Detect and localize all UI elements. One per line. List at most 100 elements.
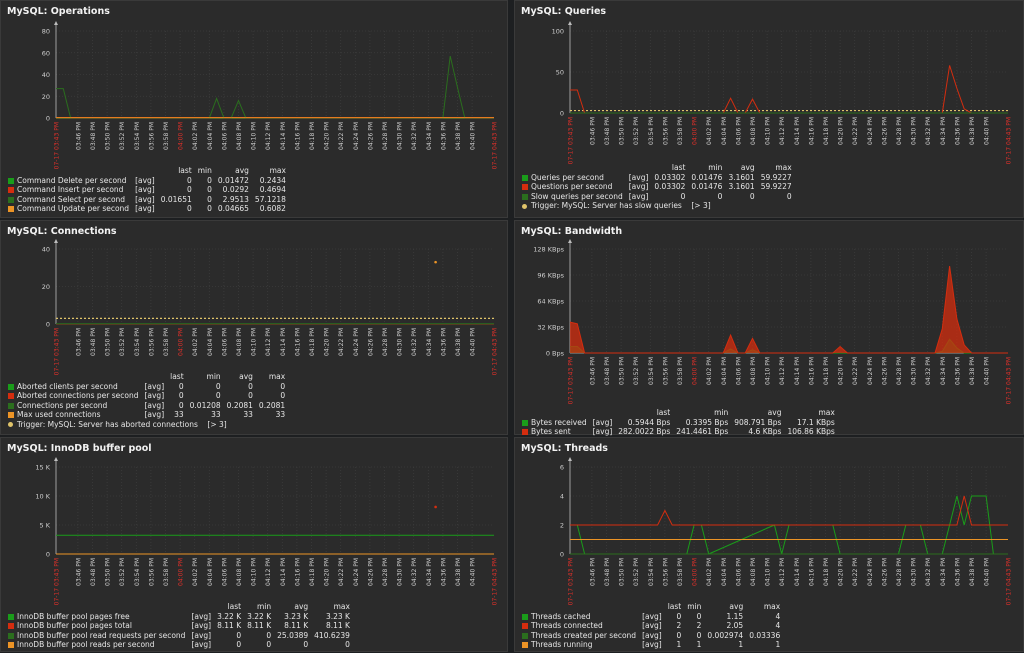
legend-swatch — [522, 623, 528, 629]
legend-trigger: Trigger: MySQL: Server has slow queries … — [519, 201, 795, 211]
series-line — [56, 55, 494, 119]
legend-series-name: Command Insert per second — [5, 185, 132, 195]
legend-value: 33 — [243, 410, 253, 419]
legend-swatch — [522, 642, 528, 648]
legend-series-name: Bytes received — [519, 418, 590, 428]
legend-swatch — [8, 196, 14, 203]
legend-func: [avg] — [592, 417, 613, 427]
legend-swatch — [8, 402, 14, 409]
y-tick-label: 0 — [46, 551, 50, 559]
legend-func: [avg] — [191, 611, 212, 621]
legend-header: min — [708, 163, 723, 172]
x-tick-label: 04:20 PM — [324, 328, 331, 356]
legend-value: 0.01651 — [160, 194, 192, 204]
x-tick-label: 04:32 PM — [411, 558, 418, 586]
x-tick-label: 04:04 PM — [721, 117, 728, 145]
legend-series-name: Max used connections — [5, 410, 141, 420]
legend-header-spacer — [188, 602, 214, 612]
legend-trigger-row: Trigger: MySQL: Server has slow queries … — [519, 201, 795, 211]
x-tick-label: 04:34 PM — [426, 328, 433, 356]
x-tick-label: 04:10 PM — [251, 558, 258, 586]
legend-func: [avg] — [642, 611, 662, 621]
legend-series-name: Connections per second — [5, 401, 141, 411]
legend-header: avg — [740, 163, 755, 172]
x-tick-label: 04:40 PM — [984, 117, 991, 145]
legend-value: 0.03302 — [654, 182, 686, 191]
legend-row: Command Update per second [avg] 0 0 0.04665 0… — [5, 204, 289, 214]
legend-header-spacer — [141, 372, 167, 382]
y-tick-label: 0 Bps — [546, 350, 565, 358]
x-tick-label: 03:54 PM — [134, 328, 141, 356]
x-tick-label: 04:06 PM — [735, 357, 742, 385]
legend-series-name: Threads running — [519, 640, 639, 650]
legend-swatch — [8, 632, 14, 639]
legend-series-name: Command Update per second — [5, 204, 132, 214]
legend-value: 0 — [207, 175, 212, 185]
legend-value: 8.11 K — [217, 621, 242, 630]
legend-value: 8.11 K — [247, 621, 272, 630]
y-tick-label: 2 — [560, 522, 564, 530]
legend-value: 0 — [248, 391, 253, 400]
legend-swatch — [8, 383, 14, 390]
legend-value: 908.791 Bps — [734, 417, 782, 427]
x-tick-label: 04:24 PM — [353, 328, 360, 356]
legend-series-name: Command Select per second — [5, 195, 132, 205]
x-tick-label: 04:10 PM — [765, 357, 772, 385]
y-tick-label: 128 KBps — [533, 246, 564, 254]
legend-value: 0 — [248, 381, 253, 391]
x-tick-label: 04:08 PM — [750, 558, 757, 586]
legend-row: Bytes sent [avg] 282.0022 Bps 241.4461 Bps 4… — [519, 427, 838, 437]
legend-func: [avg] — [592, 427, 613, 436]
panel-queries: MySQL: Queries 0 50 100 03:46 PM 03:48 PM 03:5… — [514, 0, 1024, 218]
legend-func: [avg] — [642, 621, 662, 630]
legend-value: 0 — [345, 640, 350, 649]
x-tick-label: 03:54 PM — [134, 558, 141, 586]
x-tick-label: 04:28 PM — [896, 558, 903, 586]
x-tick-label: 04:02 PM — [706, 357, 713, 385]
series-line — [570, 495, 1008, 526]
legend-value: 1 — [696, 640, 702, 649]
legend-swatch — [522, 429, 528, 435]
legend-value: 0 — [186, 185, 192, 194]
legend-header-spacer — [5, 372, 141, 382]
x-tick-label: 04:00 PM — [178, 558, 185, 586]
legend-value: 25.0389 — [277, 630, 309, 640]
legend-header: avg — [235, 166, 249, 175]
legend-swatch — [8, 412, 14, 418]
legend-header: avg — [767, 408, 782, 417]
x-tick-label: 03:50 PM — [105, 122, 112, 150]
legend-header: last — [170, 372, 184, 381]
legend-value: 0.6082 — [259, 204, 286, 213]
legend-value: 0 — [786, 191, 792, 201]
legend-row: Command Delete per second [avg] 0 0 0.01472 0… — [5, 176, 289, 186]
x-tick-label: 04:12 PM — [779, 558, 786, 586]
legend-series-name: Aborted connections per second — [5, 391, 141, 401]
x-tick-label: 03:50 PM — [105, 558, 112, 586]
legend-series-name: Command Delete per second — [5, 176, 132, 186]
x-tick-label: 04:20 PM — [838, 117, 845, 145]
x-tick-label: 03:48 PM — [604, 357, 611, 385]
x-tick-label: 03:48 PM — [604, 558, 611, 586]
legend-func: [avg] — [135, 204, 155, 213]
x-tick-label: 03:54 PM — [134, 122, 141, 150]
legend-func: [avg] — [144, 381, 165, 391]
x-tick-label: 03:50 PM — [619, 117, 626, 145]
legend-swatch — [522, 174, 528, 181]
panel-connections: MySQL: Connections 0 20 40 03:46 PM 03:48 PM 0… — [0, 220, 508, 435]
y-axis-arrow — [54, 21, 58, 25]
panel-title: MySQL: Bandwidth — [521, 226, 623, 237]
panel-title: MySQL: Operations — [7, 6, 110, 17]
legend-swatch — [8, 177, 14, 184]
legend-value: 2.9513 — [222, 194, 249, 204]
legend-series-name: Aborted clients per second — [5, 382, 141, 392]
y-tick-label: 0 — [46, 115, 50, 123]
x-tick-label: 04:08 PM — [750, 357, 757, 385]
legend-header-spacer — [626, 163, 652, 173]
legend-series-name: InnoDB buffer pool pages free — [5, 612, 188, 622]
x-tick-label: 03:58 PM — [163, 122, 170, 150]
x-tick-label: 04:04 PM — [721, 558, 728, 586]
x-tick-label: 03:54 PM — [648, 357, 655, 385]
x-tick-label: 04:10 PM — [251, 328, 258, 356]
x-tick-label: 04:02 PM — [192, 558, 199, 586]
legend-value: 0.2434 — [259, 175, 286, 185]
